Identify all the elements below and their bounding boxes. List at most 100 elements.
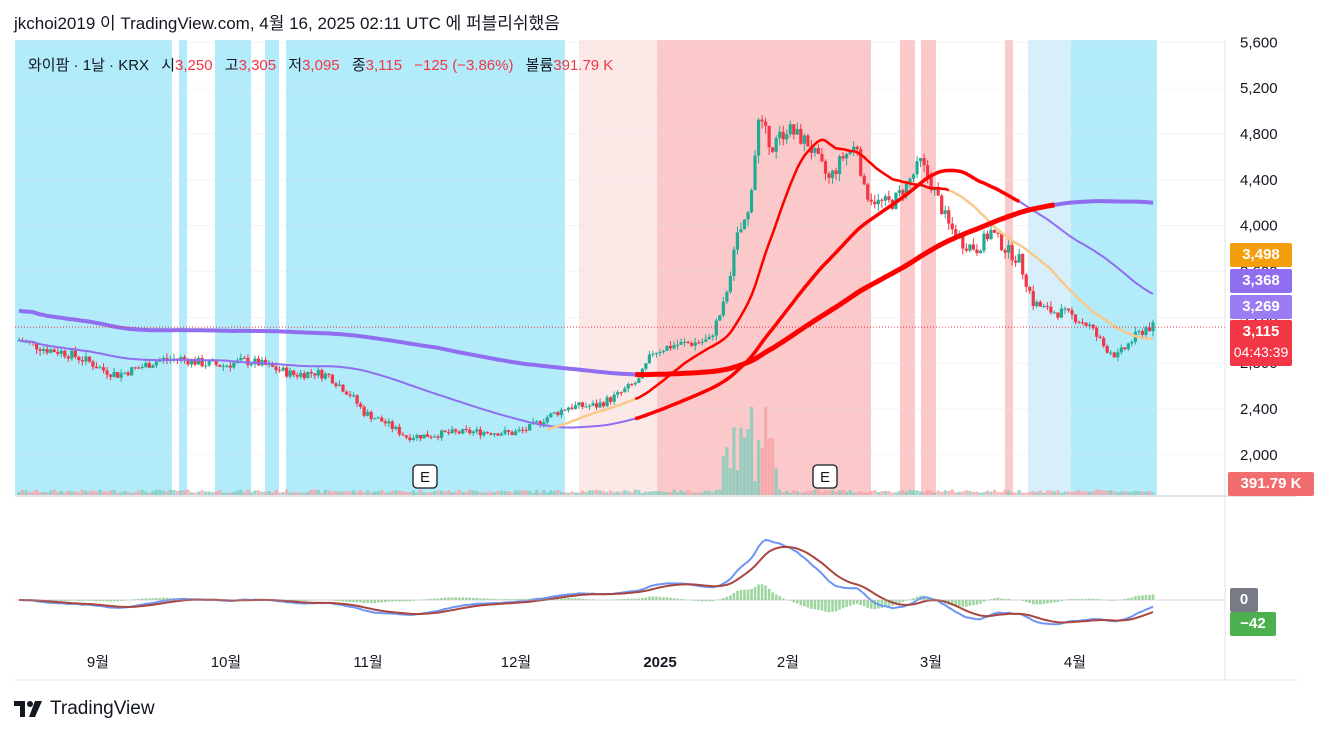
volume-bar bbox=[105, 491, 109, 495]
macd-histogram-bar bbox=[1134, 596, 1137, 600]
volume-bar bbox=[123, 491, 127, 495]
volume-bar bbox=[630, 492, 634, 495]
volume-bar bbox=[376, 491, 380, 495]
volume-bar bbox=[471, 490, 475, 495]
volume-bar bbox=[978, 492, 983, 495]
candle-body bbox=[545, 417, 549, 423]
candle-body bbox=[1017, 254, 1021, 263]
candle-body bbox=[616, 392, 620, 395]
volume-bar bbox=[859, 491, 863, 495]
candle-body bbox=[1077, 322, 1081, 324]
volume-bar bbox=[172, 490, 176, 495]
candle-body bbox=[101, 367, 106, 371]
candle-body bbox=[397, 426, 401, 435]
macd-histogram-bar bbox=[630, 598, 634, 600]
candle-body bbox=[714, 320, 718, 336]
volume-bar bbox=[1052, 491, 1056, 495]
volume-bar bbox=[690, 491, 694, 495]
volume-bar bbox=[591, 490, 595, 495]
candle-body bbox=[503, 430, 507, 434]
candle-body bbox=[116, 372, 120, 378]
candle-body bbox=[686, 341, 690, 344]
macd-histogram-bar bbox=[767, 588, 771, 600]
volume-bar bbox=[380, 490, 384, 495]
macd-histogram-bar bbox=[1067, 599, 1070, 600]
candle-body bbox=[256, 358, 261, 366]
candle-body bbox=[929, 177, 933, 191]
price-axis-tick: 5,200 bbox=[1240, 80, 1278, 97]
last-price-value: 3,115 bbox=[1242, 323, 1280, 340]
volume-bar bbox=[683, 491, 687, 495]
tradingview-brand[interactable]: TradingView bbox=[14, 698, 155, 720]
macd-histogram-bar bbox=[1035, 600, 1039, 605]
candle-body bbox=[524, 429, 528, 431]
volume-bar bbox=[1042, 492, 1046, 495]
candle-body bbox=[795, 129, 799, 135]
candle-body bbox=[563, 409, 567, 411]
volume-bar bbox=[535, 489, 539, 495]
candle-body bbox=[450, 429, 454, 434]
time-axis-tick: 9월 bbox=[87, 654, 109, 671]
macd-histogram-bar bbox=[426, 599, 429, 600]
candle-body bbox=[154, 361, 158, 366]
macd-histogram-bar bbox=[1084, 598, 1088, 600]
background-band bbox=[179, 40, 187, 495]
macd-histogram-bar bbox=[1039, 600, 1042, 605]
candle-body bbox=[647, 354, 651, 364]
candle-body bbox=[151, 365, 155, 368]
candle-body bbox=[475, 429, 479, 432]
macd-histogram-bar bbox=[901, 600, 905, 603]
volume-bar bbox=[302, 492, 306, 495]
volume-bar bbox=[721, 456, 725, 495]
candle-body bbox=[140, 366, 144, 368]
candle-body bbox=[778, 131, 782, 138]
candle-body bbox=[609, 397, 613, 402]
volume-bar bbox=[661, 491, 666, 495]
candle-body bbox=[799, 129, 803, 144]
macd-histogram-bar bbox=[1007, 598, 1010, 600]
candle-body bbox=[521, 429, 525, 431]
volume-bar bbox=[387, 492, 391, 495]
macd-histogram-bar bbox=[838, 600, 841, 610]
volume-bar bbox=[1059, 492, 1064, 495]
candle-body bbox=[1038, 301, 1042, 307]
macd-histogram-bar bbox=[1053, 600, 1056, 603]
macd-histogram-bar bbox=[989, 599, 993, 600]
candle-body bbox=[774, 137, 778, 152]
candle-body bbox=[454, 429, 458, 432]
volume-bar bbox=[394, 490, 398, 495]
macd-histogram-bar bbox=[827, 600, 831, 613]
candle-body bbox=[281, 367, 285, 371]
candle-body bbox=[186, 359, 190, 365]
macd-histogram-bar bbox=[774, 594, 778, 600]
macd-histogram-bar bbox=[700, 600, 704, 602]
volume-bar bbox=[351, 490, 356, 495]
volume-bar bbox=[707, 490, 711, 495]
volume-bar bbox=[510, 492, 514, 495]
volume-bar bbox=[436, 490, 440, 495]
candle-body bbox=[292, 370, 296, 376]
candle-body bbox=[1140, 331, 1145, 335]
macd-histogram-bar bbox=[729, 595, 732, 600]
candle-body bbox=[239, 357, 243, 361]
candle-body bbox=[341, 384, 345, 392]
candle-body bbox=[468, 429, 472, 434]
volume-bar bbox=[1028, 491, 1032, 495]
macd-histogram-bar bbox=[626, 598, 630, 600]
candle-body bbox=[1010, 245, 1014, 261]
candle-body bbox=[756, 119, 761, 156]
macd-histogram-bar bbox=[116, 600, 119, 602]
candle-body bbox=[461, 428, 465, 434]
volume-bar bbox=[556, 489, 560, 495]
volume-bar bbox=[640, 492, 644, 495]
macd-histogram-bar bbox=[665, 597, 669, 600]
candle-body bbox=[253, 358, 257, 365]
volume-bar bbox=[116, 492, 120, 495]
volume-bar bbox=[570, 491, 574, 495]
earnings-marker-label: E bbox=[820, 469, 830, 486]
volume-bar bbox=[605, 492, 609, 495]
candle-body bbox=[584, 406, 588, 408]
macd-histogram-bar bbox=[1046, 600, 1049, 604]
volume-bar bbox=[1137, 491, 1141, 495]
